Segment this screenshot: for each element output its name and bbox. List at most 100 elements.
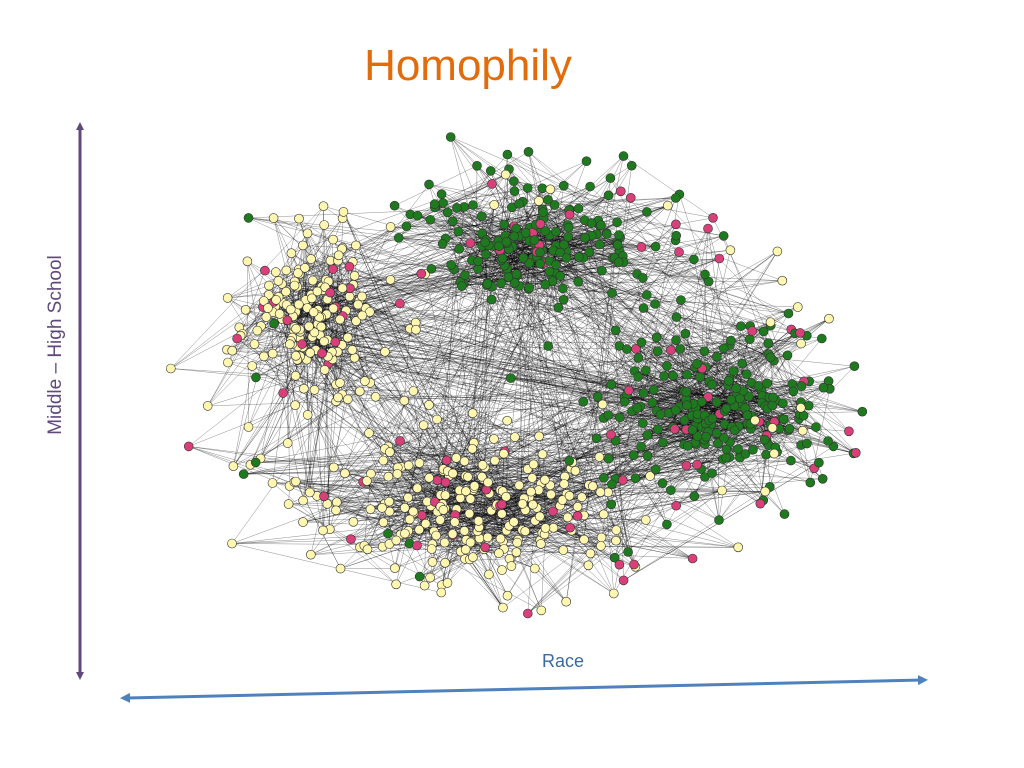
edge xyxy=(294,448,473,483)
node xyxy=(299,383,309,394)
edge xyxy=(477,268,642,447)
edge xyxy=(556,245,674,376)
edge xyxy=(272,240,676,313)
node xyxy=(346,534,356,545)
node xyxy=(227,538,237,549)
edge xyxy=(301,290,323,345)
node xyxy=(551,259,561,270)
edge xyxy=(545,230,696,443)
edge xyxy=(247,261,249,428)
edge xyxy=(226,349,343,395)
edge xyxy=(434,207,617,531)
node xyxy=(461,486,471,497)
edge xyxy=(610,392,644,435)
node xyxy=(439,537,450,548)
edge xyxy=(387,401,625,534)
edge xyxy=(697,418,829,442)
edge xyxy=(303,224,325,304)
edge xyxy=(294,257,584,286)
node xyxy=(316,321,327,332)
node xyxy=(463,471,473,482)
edge xyxy=(540,539,585,541)
edge xyxy=(738,402,834,447)
node xyxy=(703,392,713,402)
node xyxy=(424,472,435,483)
edge xyxy=(532,469,656,479)
node xyxy=(290,400,301,411)
node xyxy=(437,239,448,249)
edge xyxy=(300,356,770,398)
edge xyxy=(469,410,633,514)
node xyxy=(440,490,451,501)
node xyxy=(523,147,534,157)
node xyxy=(778,414,789,425)
edge xyxy=(542,156,624,533)
edge xyxy=(611,458,724,485)
edge xyxy=(761,402,856,454)
slide-title: Homophily xyxy=(364,41,572,90)
edge xyxy=(232,316,320,351)
node xyxy=(802,438,812,449)
node xyxy=(383,471,394,482)
edge xyxy=(568,236,694,260)
edge xyxy=(417,215,446,239)
node xyxy=(707,379,717,390)
edge xyxy=(641,342,661,415)
node xyxy=(447,216,458,227)
edge xyxy=(768,343,850,432)
node xyxy=(707,413,718,424)
edge xyxy=(476,165,767,443)
edge xyxy=(619,417,817,428)
edge xyxy=(442,151,529,204)
edge xyxy=(344,473,446,496)
edge xyxy=(615,468,702,480)
node xyxy=(243,213,254,223)
node xyxy=(403,492,413,503)
edge xyxy=(300,299,492,357)
node xyxy=(451,453,462,463)
node xyxy=(617,475,628,486)
edge xyxy=(482,225,515,235)
edge xyxy=(563,185,656,247)
node xyxy=(290,370,301,381)
edge xyxy=(333,306,798,468)
edge xyxy=(523,257,668,525)
node xyxy=(540,226,551,236)
edge xyxy=(539,436,600,458)
edge xyxy=(328,281,357,322)
edge xyxy=(302,251,778,523)
edge xyxy=(400,425,424,535)
node xyxy=(642,207,652,217)
edge xyxy=(707,228,730,382)
node xyxy=(761,449,772,460)
node xyxy=(721,444,732,455)
edge xyxy=(666,313,789,525)
edge xyxy=(680,348,710,421)
edge xyxy=(517,273,638,276)
node xyxy=(626,160,637,171)
node xyxy=(538,207,548,217)
edge xyxy=(363,481,503,492)
edge xyxy=(317,309,416,330)
edge xyxy=(337,260,657,412)
node xyxy=(650,241,661,252)
edge xyxy=(704,274,709,397)
edge xyxy=(428,184,479,270)
node xyxy=(750,415,760,426)
node xyxy=(769,448,780,459)
node xyxy=(669,424,680,434)
edge xyxy=(559,505,602,538)
edge xyxy=(451,186,591,266)
node xyxy=(436,587,447,598)
node xyxy=(748,444,758,455)
node xyxy=(306,254,316,264)
edge xyxy=(516,552,542,611)
edge xyxy=(233,392,284,467)
edge xyxy=(341,174,506,250)
edge xyxy=(465,519,646,550)
node xyxy=(285,304,296,315)
edge xyxy=(608,326,742,459)
edge xyxy=(362,481,474,558)
node xyxy=(269,318,279,329)
